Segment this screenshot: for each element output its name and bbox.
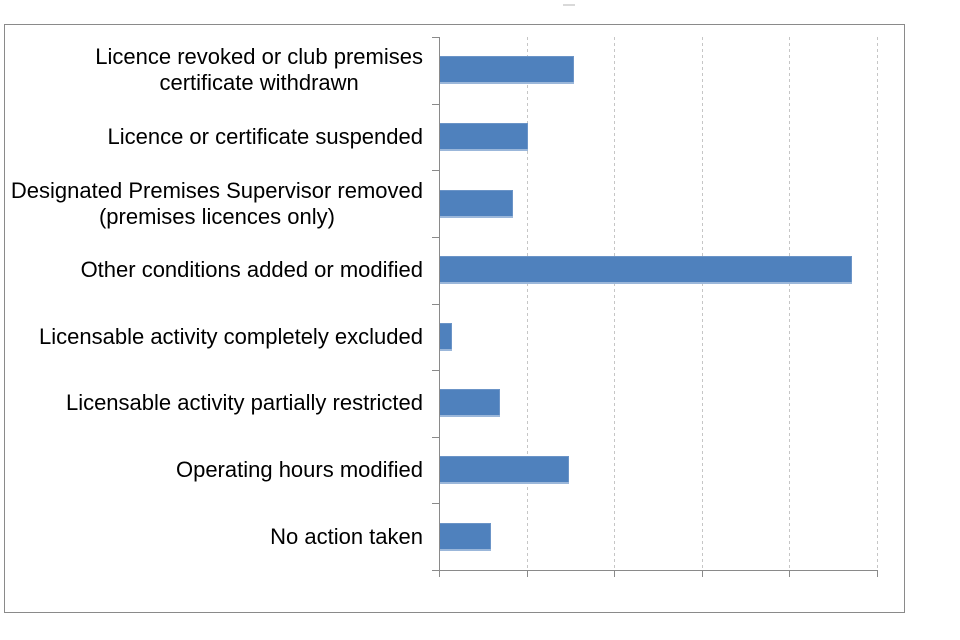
category-label-2: Licence or certificate suspended (107, 123, 423, 149)
category-label-1: Licence revoked or club premises certifi… (95, 44, 423, 96)
category-label-3: Designated Premises Supervisor removed (… (10, 177, 423, 229)
y-axis-line (439, 37, 440, 577)
y-axis-tick (432, 170, 439, 172)
bar-5 (440, 322, 452, 351)
cropped-title-remnant (563, 4, 575, 6)
chart-frame: Licence revoked or club premises certifi… (4, 24, 905, 613)
category-label-6: Licensable activity partially restricted (65, 390, 423, 416)
y-axis-tick (432, 436, 439, 438)
bar-3 (440, 189, 513, 218)
category-label-5: Licensable activity completely excluded (39, 323, 423, 349)
x-axis-tick (876, 570, 878, 577)
gridline-x-100 (526, 37, 528, 570)
category-label-7: Operating hours modified (175, 457, 423, 483)
x-axis-tick (614, 570, 615, 577)
bar-7 (440, 456, 569, 485)
gridline-x-400 (789, 37, 790, 570)
x-axis-tick (701, 570, 703, 577)
bar-2 (440, 122, 528, 151)
x-axis-tick (526, 570, 528, 577)
x-axis-tick (439, 570, 440, 577)
bar-6 (440, 389, 500, 418)
category-label-8: No action taken (270, 523, 423, 549)
y-axis-tick (432, 503, 439, 505)
plot-area: Licence revoked or club premises certifi… (5, 25, 904, 612)
gridline-x-200 (614, 37, 615, 570)
y-axis-tick (432, 303, 439, 305)
gridline-x-500 (876, 37, 878, 570)
y-axis-tick (432, 370, 439, 372)
y-axis-tick (432, 570, 439, 571)
y-axis-tick (432, 236, 439, 238)
category-label-4: Other conditions added or modified (80, 257, 423, 283)
x-axis-tick (789, 570, 790, 577)
y-axis-tick (432, 37, 439, 38)
y-axis-tick (432, 103, 439, 105)
bar-1 (440, 56, 574, 85)
x-axis-line (432, 570, 878, 571)
bar-4 (440, 256, 852, 285)
bar-8 (440, 522, 491, 551)
gridline-x-300 (701, 37, 703, 570)
